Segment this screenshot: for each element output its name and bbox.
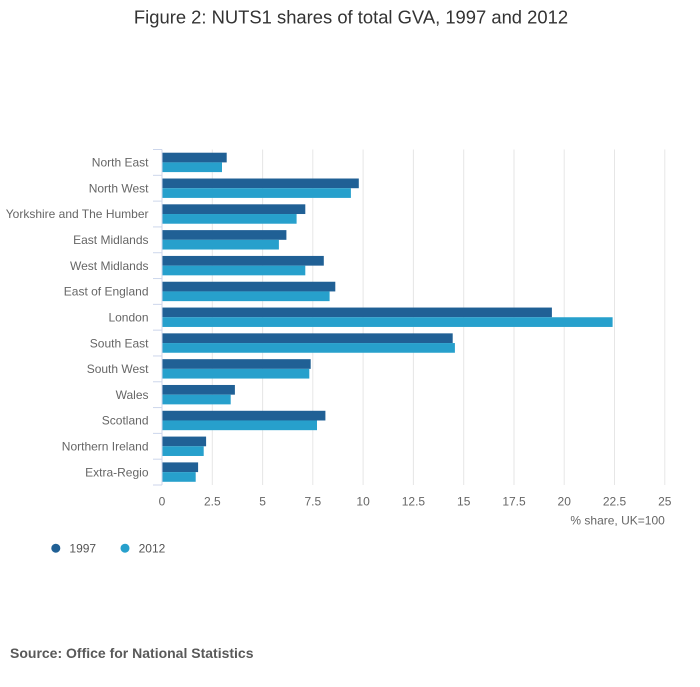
svg-text:Extra-Regio: Extra-Regio xyxy=(85,465,149,479)
svg-text:17.5: 17.5 xyxy=(502,495,526,509)
svg-text:1997: 1997 xyxy=(69,541,96,555)
svg-text:% share, UK=100: % share, UK=100 xyxy=(570,514,665,528)
svg-text:20: 20 xyxy=(558,495,572,509)
svg-text:22.5: 22.5 xyxy=(603,495,627,509)
svg-text:West Midlands: West Midlands xyxy=(70,259,148,273)
svg-text:5: 5 xyxy=(259,495,266,509)
svg-text:South West: South West xyxy=(87,362,149,376)
svg-text:Northern Ireland: Northern Ireland xyxy=(62,439,149,453)
svg-text:Source: Office for National St: Source: Office for National Statistics xyxy=(10,645,254,661)
svg-text:7.5: 7.5 xyxy=(304,495,321,509)
svg-text:North West: North West xyxy=(89,181,149,195)
svg-text:25: 25 xyxy=(658,495,672,509)
svg-text:North East: North East xyxy=(92,156,149,170)
svg-text:0: 0 xyxy=(159,495,166,509)
svg-text:2012: 2012 xyxy=(139,541,166,555)
svg-text:Wales: Wales xyxy=(116,388,149,402)
svg-text:12.5: 12.5 xyxy=(402,495,426,509)
svg-text:London: London xyxy=(108,310,148,324)
svg-text:Figure 2: NUTS1 shares of tota: Figure 2: NUTS1 shares of total GVA, 199… xyxy=(134,7,568,28)
svg-text:Scotland: Scotland xyxy=(102,414,149,428)
svg-text:2.5: 2.5 xyxy=(204,495,221,509)
svg-text:East Midlands: East Midlands xyxy=(73,233,148,247)
svg-text:Yorkshire and The Humber: Yorkshire and The Humber xyxy=(6,207,149,221)
svg-text:15: 15 xyxy=(457,495,471,509)
svg-text:South East: South East xyxy=(90,336,149,350)
svg-text:10: 10 xyxy=(356,495,370,509)
svg-text:East of England: East of England xyxy=(64,285,149,299)
